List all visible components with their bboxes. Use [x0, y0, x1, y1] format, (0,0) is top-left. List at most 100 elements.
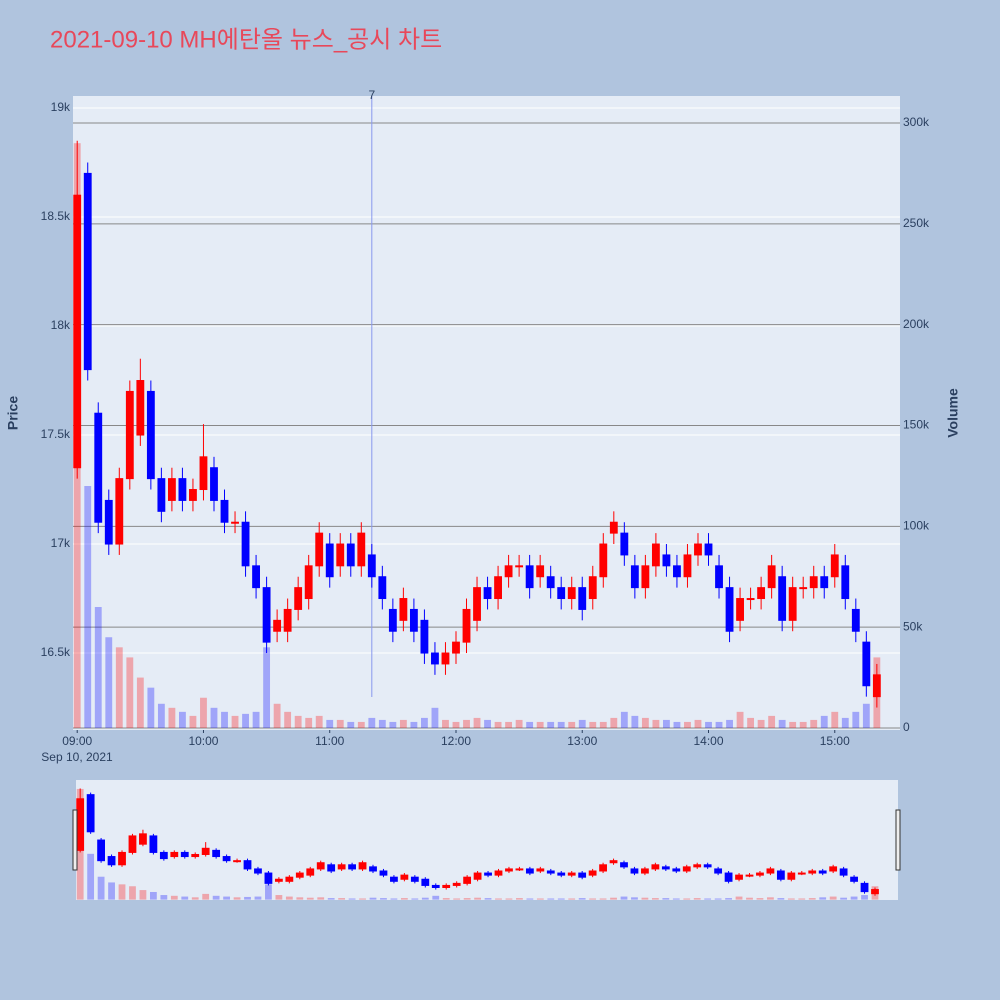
volume-bar: [652, 719, 660, 728]
candle-body: [378, 576, 387, 600]
candle-body: [104, 499, 113, 545]
mini-candle-body: [703, 864, 712, 868]
volume-bar: [273, 703, 281, 728]
mini-candle-body: [222, 856, 231, 862]
mini-candle-body: [295, 872, 304, 878]
x-tick-label: 11:00: [315, 734, 344, 748]
candle-body: [83, 172, 92, 371]
volume-bar: [694, 719, 702, 728]
rangeslider[interactable]: [76, 780, 898, 900]
candle-body: [799, 587, 808, 590]
volume-bar: [305, 717, 313, 728]
mini-candle-body: [159, 851, 168, 860]
range-handle[interactable]: [895, 809, 901, 871]
mini-candle-body: [871, 889, 879, 895]
mini-volume-bar: [735, 896, 743, 900]
mini-candle-body: [86, 794, 95, 833]
mini-candle-body: [212, 849, 221, 858]
x-tick-label: 15:00: [820, 734, 850, 748]
mini-volume-bar: [505, 898, 513, 900]
mini-volume-bar: [871, 886, 879, 900]
volume-bar: [73, 143, 81, 728]
mini-candle-body: [201, 847, 210, 855]
mini-volume-bar: [578, 898, 586, 900]
mini-volume-bar: [118, 884, 126, 900]
candle-body: [357, 532, 366, 567]
volume-bar: [568, 721, 576, 728]
volume-bar: [347, 721, 355, 728]
mini-volume-bar: [829, 896, 837, 900]
volume-bar: [126, 657, 134, 728]
mini-candle-body: [536, 868, 545, 872]
volume-bar: [747, 717, 755, 728]
candle-body: [557, 587, 566, 600]
mini-candle-body: [348, 864, 356, 870]
candle-body: [483, 587, 492, 600]
candle-body: [388, 608, 397, 632]
candle-body: [294, 587, 303, 610]
candle-body: [546, 576, 555, 589]
mini-candle-body: [630, 868, 639, 874]
mini-candle-body: [327, 864, 336, 872]
candle-body: [157, 478, 166, 512]
mini-volume-bar: [421, 897, 429, 900]
volume-bar: [115, 647, 123, 728]
volume-bar: [231, 715, 239, 728]
volume-bar: [147, 687, 155, 728]
mini-volume-bar: [756, 898, 764, 900]
mini-candle-body: [274, 878, 283, 882]
mini-volume-bar: [651, 898, 659, 900]
mini-candle-body: [442, 884, 451, 888]
mini-candle-body: [599, 864, 607, 872]
mini-volume-bar: [850, 896, 858, 900]
candle-body: [504, 565, 513, 578]
volume-bar: [252, 711, 260, 728]
volume-bar: [421, 717, 428, 728]
y2-tick-label: 0: [903, 720, 910, 734]
mini-candle-body: [139, 833, 147, 845]
volume-bar: [484, 719, 491, 728]
candle-body: [746, 598, 755, 601]
mini-candle-body: [118, 851, 126, 866]
candle-body: [704, 543, 713, 556]
mini-candle-body: [724, 872, 733, 882]
mini-volume-bar: [526, 898, 534, 900]
volume-bar: [263, 647, 271, 728]
volume-bar: [294, 715, 302, 728]
mini-volume-bar: [714, 898, 722, 900]
mini-candle-body: [787, 872, 796, 880]
candle-body: [820, 576, 829, 589]
candle-body: [725, 587, 734, 632]
mini-volume-bar: [861, 895, 868, 900]
candle-body: [325, 543, 334, 578]
chart-title: 2021-09-10 MH에탄올 뉴스_공시 차트: [50, 26, 442, 53]
volume-bar: [536, 721, 544, 728]
mini-volume-bar: [244, 896, 251, 900]
volume-bar: [442, 719, 449, 728]
volume-bar: [620, 711, 628, 728]
candle-body: [620, 532, 629, 556]
mini-volume-bar: [777, 898, 785, 900]
mini-candle-body: [494, 870, 503, 876]
mini-candle-body: [850, 876, 858, 882]
y2-tick-label: 200k: [903, 317, 930, 331]
mini-candle-body: [316, 862, 325, 870]
volume-bar: [705, 721, 712, 728]
candle-body: [641, 565, 650, 589]
y-tick-label: 17k: [51, 536, 71, 550]
mini-volume-bar: [798, 898, 806, 900]
mini-volume-bar: [160, 895, 168, 900]
y2-tick-label: 100k: [903, 519, 930, 533]
mini-candle-body: [651, 864, 660, 870]
mini-volume-bar: [76, 788, 84, 900]
candle-body: [473, 587, 481, 621]
mini-volume-bar: [819, 897, 827, 900]
mini-volume-bar: [463, 898, 471, 900]
volume-bar: [200, 697, 207, 728]
volume-bar: [410, 721, 418, 728]
volume-bar: [778, 719, 786, 728]
mini-candle-body: [860, 882, 869, 893]
candle-body: [431, 652, 439, 665]
range-handle[interactable]: [72, 809, 78, 871]
mini-volume-bar: [536, 898, 544, 900]
